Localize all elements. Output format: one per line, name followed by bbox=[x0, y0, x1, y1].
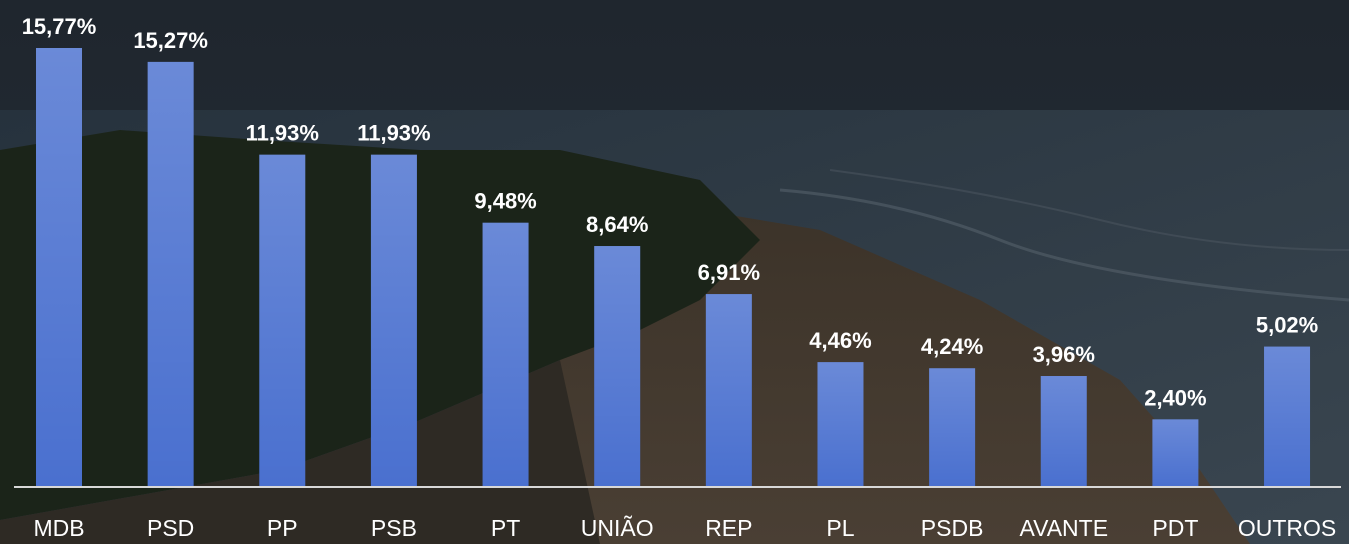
bar bbox=[594, 246, 640, 486]
x-tick-label: PDT bbox=[1152, 515, 1198, 541]
bar bbox=[706, 294, 752, 486]
value-label: 11,93% bbox=[246, 121, 319, 146]
x-tick-label: AVANTE bbox=[1019, 515, 1108, 541]
bar bbox=[817, 362, 863, 486]
value-label: 3,96% bbox=[1033, 342, 1095, 367]
value-label: 15,27% bbox=[133, 28, 208, 53]
value-label: 15,77% bbox=[22, 14, 97, 39]
x-tick-label: OUTROS bbox=[1238, 515, 1336, 541]
value-label: 2,40% bbox=[1144, 385, 1206, 410]
bar bbox=[929, 368, 975, 486]
bar bbox=[148, 62, 194, 486]
bar bbox=[259, 155, 305, 486]
value-label: 8,64% bbox=[586, 212, 648, 237]
background bbox=[0, 0, 1349, 544]
bar bbox=[1152, 419, 1198, 486]
value-label: 4,24% bbox=[921, 334, 983, 359]
x-tick-label: UNIÃO bbox=[581, 515, 654, 541]
value-label: 11,93% bbox=[357, 121, 430, 146]
bar bbox=[1041, 376, 1087, 486]
x-tick-label: PP bbox=[267, 515, 298, 541]
x-tick-label: PSB bbox=[371, 515, 417, 541]
value-label: 4,46% bbox=[809, 328, 871, 353]
value-label: 6,91% bbox=[698, 260, 760, 285]
x-tick-label: PL bbox=[826, 515, 854, 541]
chart: 15,77% MDB 15,27% PSD 11,93% PP 11,93% PSB 9,48%… bbox=[0, 0, 1349, 544]
bar bbox=[36, 48, 82, 486]
bar bbox=[483, 223, 529, 486]
x-tick-label: REP bbox=[705, 515, 752, 541]
x-tick-label: MDB bbox=[33, 515, 84, 541]
x-tick-label: PSDB bbox=[921, 515, 984, 541]
bar bbox=[1264, 347, 1310, 486]
x-tick-label: PSD bbox=[147, 515, 194, 541]
value-label: 9,48% bbox=[474, 189, 536, 214]
value-label: 5,02% bbox=[1256, 313, 1318, 338]
bar bbox=[371, 155, 417, 486]
x-tick-label: PT bbox=[491, 515, 520, 541]
